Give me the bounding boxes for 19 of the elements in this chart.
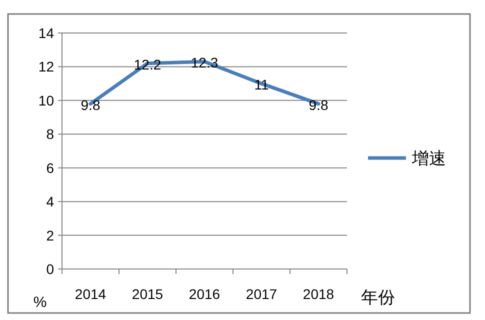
xtick: 2018 bbox=[302, 286, 334, 302]
ytick: 2 bbox=[46, 227, 54, 244]
ytick: 4 bbox=[46, 194, 54, 210]
data-label: 9.8 bbox=[80, 96, 100, 113]
data-label: 12.3 bbox=[190, 54, 218, 71]
xtick: 2015 bbox=[132, 286, 164, 302]
ytick: 0 bbox=[46, 261, 54, 277]
data-label: 9.8 bbox=[308, 96, 328, 113]
ytick: 12 bbox=[38, 58, 54, 75]
xtick: 2017 bbox=[246, 286, 278, 302]
ylabel: % bbox=[33, 294, 47, 311]
ytick: 10 bbox=[38, 92, 54, 108]
legend-label: 增速 bbox=[412, 149, 446, 168]
xlabel: 年份 bbox=[361, 288, 395, 307]
ytick: 8 bbox=[46, 126, 54, 142]
ytick: 6 bbox=[46, 160, 54, 176]
xtick: 2014 bbox=[74, 286, 106, 302]
xtick: 2016 bbox=[188, 286, 220, 302]
ytick: 14 bbox=[38, 25, 54, 41]
